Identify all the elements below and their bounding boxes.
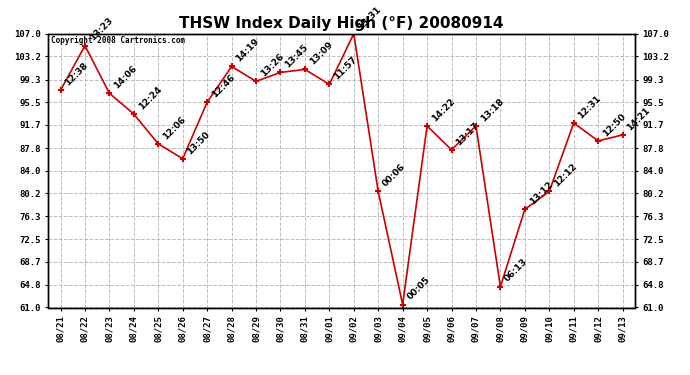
- Text: 12:38: 12:38: [63, 61, 90, 87]
- Text: 13:17: 13:17: [454, 120, 481, 147]
- Text: 13:45: 13:45: [283, 43, 310, 70]
- Text: 14:06: 14:06: [112, 64, 139, 90]
- Text: 12:46: 12:46: [210, 73, 237, 99]
- Text: Copyright 2008 Cartronics.com: Copyright 2008 Cartronics.com: [51, 36, 186, 45]
- Text: 14:22: 14:22: [430, 96, 457, 123]
- Text: 13:50: 13:50: [186, 129, 212, 156]
- Text: 12:06: 12:06: [161, 114, 188, 141]
- Text: 12:24: 12:24: [137, 85, 164, 111]
- Text: 13:23: 13:23: [88, 16, 115, 43]
- Text: 14:19: 14:19: [235, 37, 261, 64]
- Text: 06:13: 06:13: [503, 257, 530, 284]
- Text: 00:06: 00:06: [381, 162, 407, 189]
- Text: 12:12: 12:12: [552, 162, 579, 189]
- Text: 14:21: 14:21: [625, 105, 652, 132]
- Text: 13:09: 13:09: [308, 40, 334, 67]
- Text: 12:31: 12:31: [576, 94, 603, 120]
- Text: 00:05: 00:05: [406, 275, 432, 302]
- Text: 13:31: 13:31: [357, 4, 383, 31]
- Text: 13:26: 13:26: [259, 52, 286, 79]
- Title: THSW Index Daily High (°F) 20080914: THSW Index Daily High (°F) 20080914: [179, 16, 504, 31]
- Text: 11:57: 11:57: [332, 55, 359, 81]
- Text: 12:50: 12:50: [601, 112, 627, 138]
- Text: 13:12: 13:12: [528, 180, 554, 207]
- Text: 13:18: 13:18: [479, 97, 505, 123]
